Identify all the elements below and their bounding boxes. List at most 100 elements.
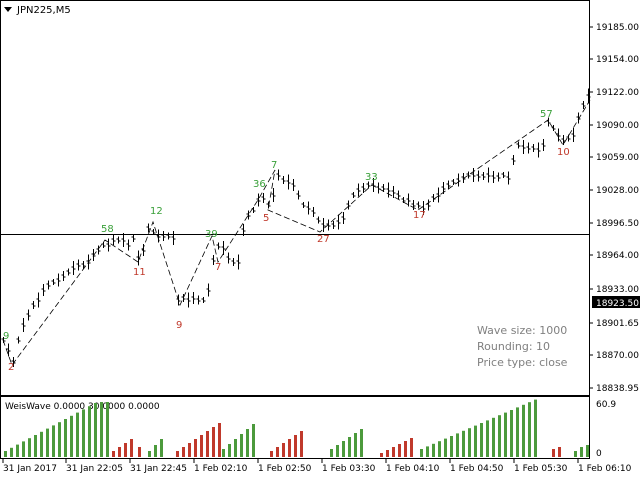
weis-wave-bar [294,435,297,457]
weis-wave-bar [194,439,197,457]
weis-wave-bar [392,447,395,457]
time-tick-label: 31 Jan 22:05 [66,464,123,474]
weis-wave-bar [240,434,243,457]
weis-wave-bar [504,412,507,457]
weis-wave-bar [52,425,55,457]
weis-wave-bar [510,410,513,457]
weis-wave-bar [70,415,73,457]
weis-wave-bar [222,449,225,457]
weis-wave-bar [438,441,441,457]
weis-wave-bar [456,433,459,457]
weis-wave-bar [288,439,291,457]
weis-wave-bar [398,444,401,457]
wave-label-red: 27 [317,234,330,245]
price-tick-label: 18870.00 [596,351,639,361]
weis-wave-bar [580,447,583,457]
price-tick-label: 19122.00 [596,88,639,98]
price-tick-label: 19059.00 [596,153,639,163]
wave-label-green: 36 [253,179,266,190]
chevron-down-icon[interactable] [4,7,12,12]
time-tick-label: 1 Feb 03:30 [322,464,376,474]
weis-wave-bar [188,443,191,457]
wave-label-red: 10 [557,147,570,158]
weis-wave-bar [336,445,339,457]
weis-wave-bar [410,438,413,457]
weis-wave-bar [218,423,221,457]
price-panel [0,0,590,396]
weis-wave-bar [386,450,389,457]
weis-wave-bar [270,451,273,457]
weis-wave-bar [586,445,589,457]
info-box: Wave size: 1000 Rounding: 10 Price type:… [477,324,568,369]
price-tick-label: 19028.00 [596,186,639,196]
wave-label-red: 2 [8,362,14,373]
weis-wave-bar [58,422,61,457]
indicator-title: WeisWave 0.0000 30.0000 0.0000 [5,402,160,412]
weis-wave-bar [148,451,151,457]
symbol-dropdown[interactable]: JPN225,M5 [4,5,71,16]
weis-wave-bar [106,402,109,457]
price-tick-label: 18838.95 [596,384,639,394]
weis-wave-bar [82,409,85,457]
indicator-scale-max: 60.9 [596,400,616,410]
weis-wave-bar [88,406,91,457]
zigzag-line [2,99,591,366]
weis-wave-bar [206,431,209,457]
weis-wave-bar [300,431,303,457]
weis-wave-bar [574,451,577,457]
price-tick-label: 19154.00 [596,55,639,65]
wave-label-green: 39 [205,229,218,240]
weis-wave-bar [348,437,351,457]
price-tick-label: 19185.00 [596,23,639,33]
price-bars [1,88,591,367]
wave-label-red: 5 [263,213,269,224]
weis-wave-bar [492,417,495,457]
current-price-tag: 18923.50 [592,296,640,309]
symbol-label: JPN225,M5 [16,5,71,16]
weis-wave-bar [462,430,465,457]
weis-wave-bar [420,449,423,457]
weis-wave-bar [112,451,115,457]
weis-wave-bar [124,443,127,457]
weis-wave-bar [354,433,357,457]
weis-wave-bar [22,441,25,457]
weis-wave-bar [282,443,285,457]
weis-wave-bar [444,438,447,457]
weis-wave-bar [432,443,435,457]
weis-wave-bar [40,431,43,457]
weis-wave-bar [130,439,133,457]
weis-wave-bar [342,441,345,457]
time-tick-label: 31 Jan 2017 [3,464,57,474]
weis-wave-bar [528,402,531,457]
time-tick-label: 1 Feb 04:50 [450,464,504,474]
weis-wave-bar [498,415,501,457]
weis-wave-bar [46,428,49,457]
weis-wave-bar [426,446,429,457]
info-rounding: Rounding: 10 [477,340,550,353]
weis-wave-bar [76,412,79,457]
time-tick-label: 1 Feb 02:10 [194,464,248,474]
current-price-bg [592,296,640,308]
weis-wave-bar [28,438,31,457]
weis-wave-bar [34,435,37,457]
wave-labels: 9 2 58 11 12 9 39 7 36 7 5 27 33 17 57 10 [3,109,570,373]
weis-wave-bar [330,449,333,457]
indicator-scale-min: 0 [596,449,602,459]
time-tick-label: 31 Jan 22:45 [130,464,187,474]
weis-wave-bar [10,447,13,457]
weis-wave-bar [404,441,407,457]
weis-wave-bars [4,399,589,457]
weis-wave-bar [212,427,215,457]
weis-wave-bar [558,447,561,457]
weis-wave-bar [480,423,483,457]
wave-label-green: 9 [3,331,9,342]
wave-label-red: 9 [176,320,182,331]
info-wave-size: Wave size: 1000 [477,324,567,337]
weis-wave-bar [276,447,279,457]
weis-wave-bar [516,407,519,457]
wave-label-green: 12 [150,206,163,217]
time-tick-label: 1 Feb 04:10 [386,464,440,474]
weis-wave-bar [450,436,453,457]
